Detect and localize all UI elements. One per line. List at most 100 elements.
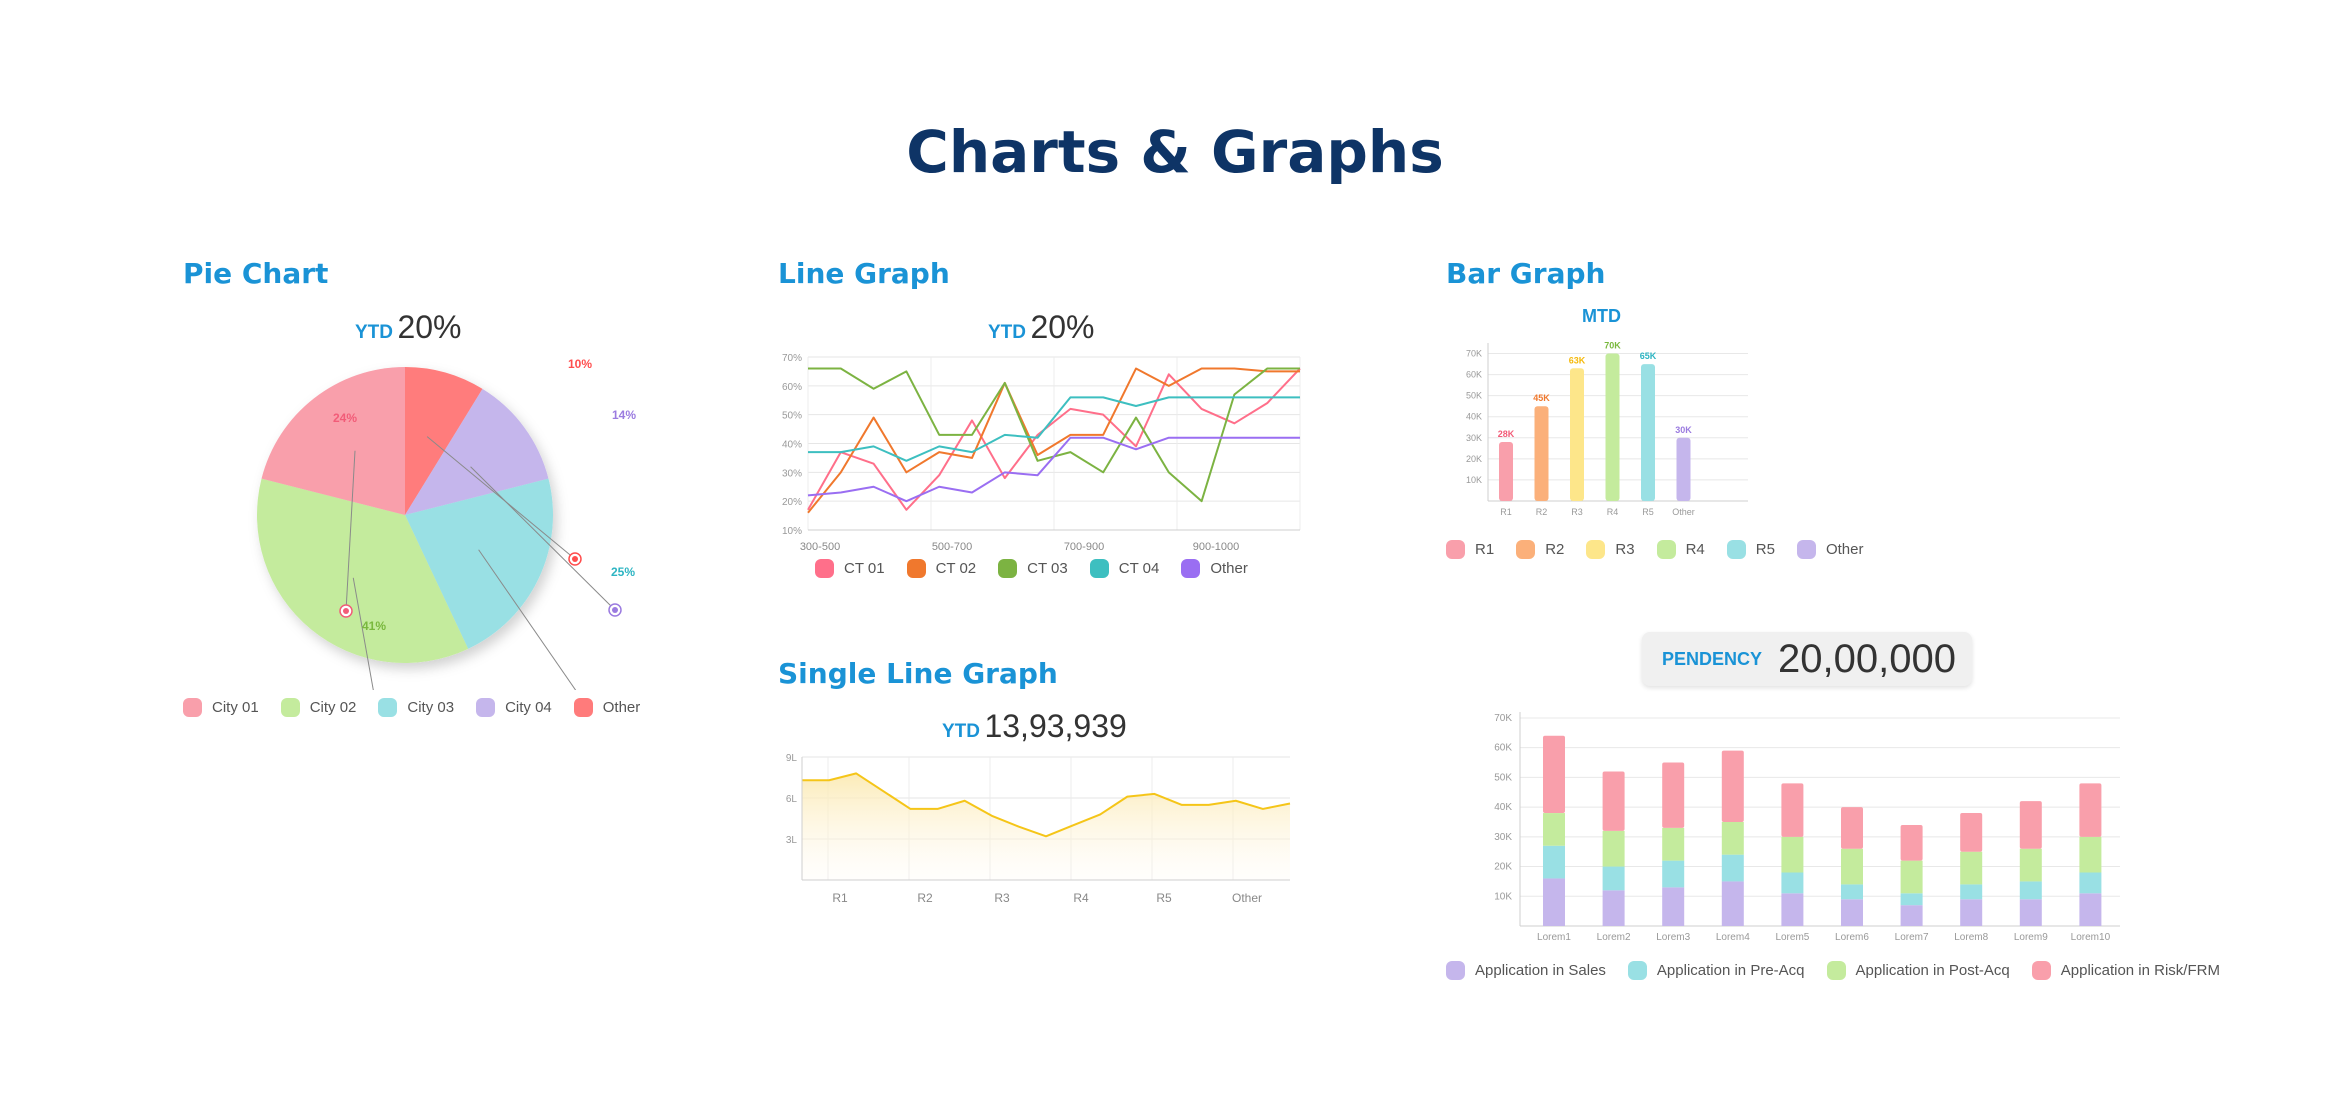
pie-legend-item: City 04 xyxy=(476,698,552,717)
line-legend-swatch xyxy=(1181,559,1201,578)
bar-legend-label: R2 xyxy=(1545,541,1565,558)
line-legend-swatch xyxy=(1089,559,1109,578)
single-x-tick: R5 xyxy=(1156,891,1172,905)
pie-legend-label: City 02 xyxy=(309,699,357,716)
bar-legend-item: R4 xyxy=(1656,540,1705,559)
stacked-bar-segment xyxy=(1960,884,1983,900)
stacked-bar-segment xyxy=(1721,854,1744,882)
single-x-tick: R3 xyxy=(994,891,1010,905)
line-kpi-value: 20% xyxy=(1030,309,1095,345)
line-legend-swatch xyxy=(815,559,834,578)
line-kpi-label: YTD xyxy=(988,322,1026,343)
stacked-x-tick: Lorem8 xyxy=(1954,932,1988,943)
pie-slice xyxy=(405,388,549,515)
pie-slice-label: 14% xyxy=(612,408,636,422)
pie-kpi: YTD 20% xyxy=(355,309,462,346)
stacked-y-tick: 70K xyxy=(1494,713,1512,724)
pie-slice xyxy=(261,367,405,515)
single-x-tick: R2 xyxy=(917,891,933,905)
stacked-y-tick: 40K xyxy=(1494,802,1512,813)
bar-legend: R1 R2 R3 R4 R5 Other xyxy=(1446,540,1885,559)
single-x-tick: Other xyxy=(1232,891,1262,905)
bar-legend-swatch xyxy=(1726,540,1746,559)
stacked-legend: Application in Sales Application in Pre-A… xyxy=(1446,961,2242,980)
line-legend-item: Other xyxy=(1181,559,1248,578)
stacked-bar-segment xyxy=(1900,905,1923,926)
pie-legend-label: City 01 xyxy=(212,699,259,716)
bar-y-tick: 20K xyxy=(1466,454,1482,464)
pendency-box: PENDENCY 20,00,000 xyxy=(1642,632,1972,686)
bar-chart: 10K 20K 30K 40K 50K 60K 70K 28K R1 45K R2 63K R3 70K R… xyxy=(1466,341,1748,517)
pie-legend-label: City 04 xyxy=(505,699,552,716)
pie-slice xyxy=(405,478,553,649)
page-title: Charts & Graphs xyxy=(906,118,1444,186)
stacked-bar-segment xyxy=(1781,783,1804,837)
single-line-title: Single Line Graph xyxy=(778,657,1058,690)
stacked-bar-segment xyxy=(1781,872,1804,894)
line-x-tick: 900-1000 xyxy=(1193,541,1240,553)
bar-y-tick: 50K xyxy=(1466,391,1482,401)
bar-legend-label: R4 xyxy=(1685,541,1705,558)
bar-data-label: 28K xyxy=(1498,429,1515,439)
bar-data-label: 70K xyxy=(1604,341,1621,351)
pie-legend: City 01 City 02 City 03 City 04 Other xyxy=(183,698,662,717)
bar-data-label: 45K xyxy=(1533,393,1550,403)
stacked-bar-segment xyxy=(1781,836,1804,873)
stacked-bar-segment xyxy=(1602,830,1625,867)
pie-legend-swatch xyxy=(573,698,593,717)
line-x-tick: 700-900 xyxy=(1064,541,1104,553)
bar-legend-item: Other xyxy=(1796,540,1864,559)
line-legend: CT 01 CT 02 CT 03 CT 04 Other xyxy=(815,559,1270,578)
single-line-chart: 3L 6L 9L R1 R2 R3 R4 R5 Other xyxy=(786,753,1291,905)
pie-legend-swatch xyxy=(183,698,202,717)
stacked-legend-swatch xyxy=(1446,961,1465,980)
bar-data-label: 30K xyxy=(1675,425,1692,435)
single-series-line xyxy=(802,772,1291,838)
line-legend-item: CT 03 xyxy=(998,559,1068,578)
stacked-y-tick: 10K xyxy=(1494,891,1512,902)
bar-legend-label: R1 xyxy=(1475,541,1495,558)
stacked-bar-segment xyxy=(2079,783,2102,837)
stacked-bar-segment xyxy=(1721,821,1744,855)
bar xyxy=(1641,364,1655,501)
bar-y-tick: 30K xyxy=(1466,433,1482,443)
stacked-bar-segment xyxy=(1662,887,1685,926)
pie-legend-swatch xyxy=(280,698,300,717)
bar-legend-swatch xyxy=(1586,540,1606,559)
pie-kpi-value: 20% xyxy=(397,309,462,345)
bar-legend-item: R2 xyxy=(1516,540,1564,559)
stacked-bar-segment xyxy=(1602,771,1625,831)
line-series-ct-01 xyxy=(807,367,1301,511)
stacked-legend-item: Application in Risk/FRM xyxy=(2031,961,2220,980)
single-x-tick: R4 xyxy=(1073,891,1089,905)
bar-legend-swatch xyxy=(1516,540,1536,559)
pie-slice-label: 24% xyxy=(333,411,357,425)
stacked-y-tick: 30K xyxy=(1494,832,1512,843)
line-legend-item: CT 02 xyxy=(906,559,976,578)
bar-x-tick: R1 xyxy=(1500,507,1512,517)
stacked-x-tick: Lorem5 xyxy=(1775,932,1809,943)
stacked-bar-segment xyxy=(2079,893,2102,926)
bar xyxy=(1534,406,1549,501)
stacked-legend-label: Application in Pre-Acq xyxy=(1656,962,1805,979)
stacked-x-tick: Lorem6 xyxy=(1835,932,1869,943)
pie-slice-label: 25% xyxy=(611,565,635,579)
line-legend-label: CT 03 xyxy=(1027,560,1068,577)
bar-legend-label: Other xyxy=(1825,541,1864,558)
pie-legend-item: Other xyxy=(573,698,640,717)
pie-chart: 10% 14% 25% 41% 24% xyxy=(257,357,636,690)
stacked-x-tick: Lorem7 xyxy=(1895,932,1929,943)
stacked-legend-item: Application in Post-Acq xyxy=(1826,961,2010,980)
stacked-bar-segment xyxy=(1721,881,1744,926)
stacked-bar-segment xyxy=(2019,881,2042,900)
line-legend-label: CT 01 xyxy=(844,560,885,577)
pie-callout-dot xyxy=(572,556,578,562)
stacked-legend-item: Application in Sales xyxy=(1446,961,1606,980)
line-x-tick: 500-700 xyxy=(932,541,972,553)
stacked-bar-segment xyxy=(1841,807,1863,849)
stacked-bar-segment xyxy=(1543,878,1565,926)
stacked-bar-segment xyxy=(1543,813,1565,846)
pie-slice-label: 41% xyxy=(362,619,386,633)
line-y-tick: 60% xyxy=(782,382,802,393)
stacked-bar-segment xyxy=(1662,762,1685,828)
